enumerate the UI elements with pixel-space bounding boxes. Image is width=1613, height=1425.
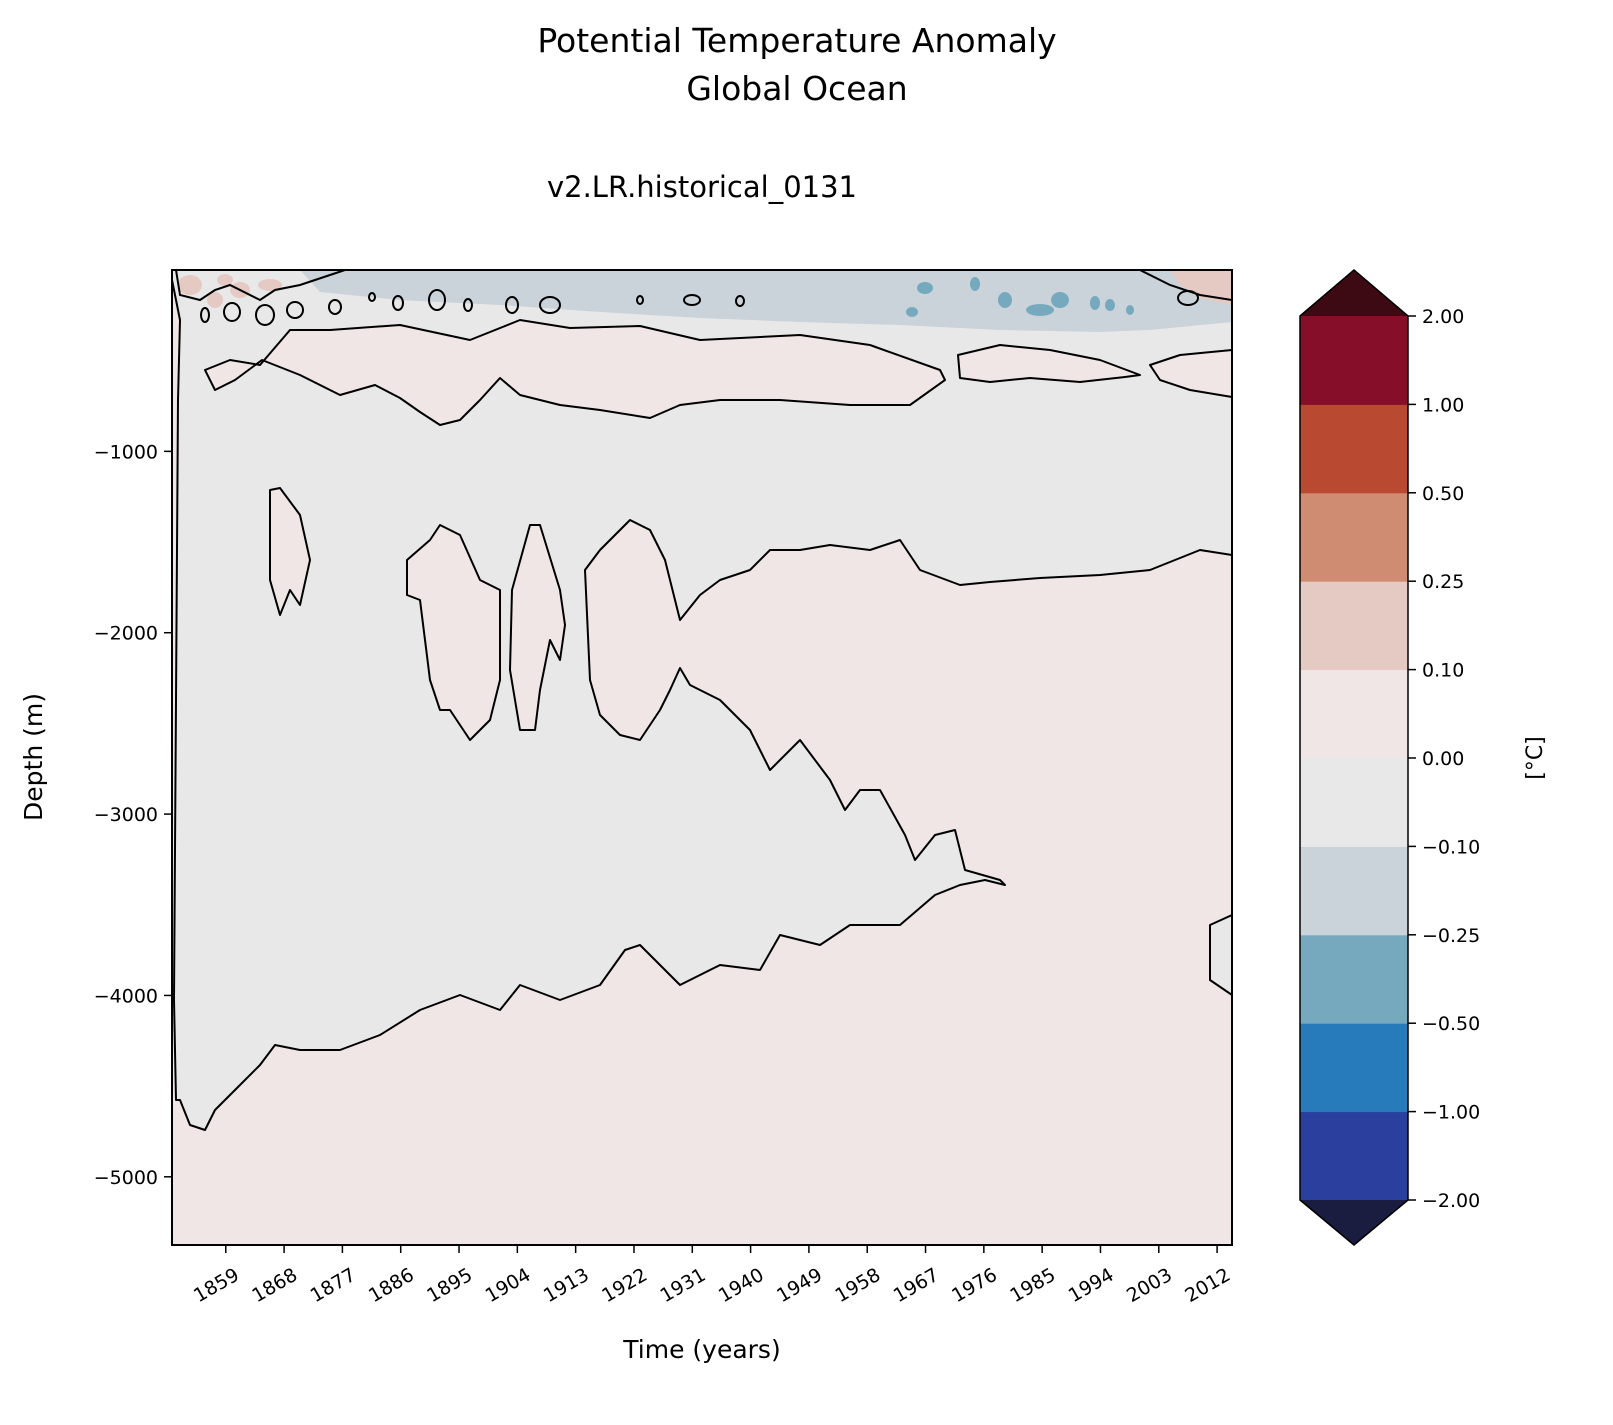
contour-loop [505, 296, 519, 314]
colorbar-swatch [1300, 1023, 1408, 1113]
contour-loop [392, 295, 404, 311]
region-positive-contour [1149, 349, 1232, 398]
contour-loop [200, 307, 210, 323]
region-surface-cooling [300, 270, 1232, 332]
x-tick-label: 1931 [657, 1264, 710, 1307]
x-tick-label: 1859 [190, 1264, 243, 1307]
x-tick-label: 1967 [890, 1264, 943, 1307]
x-tick-label: 2003 [1123, 1264, 1176, 1307]
y-tick-label: −4000 [94, 985, 158, 1007]
y-tick-label: −2000 [94, 623, 158, 645]
colorbar-swatch [1300, 1111, 1408, 1201]
y-axis: −1000 −2000 −3000 −4000 −5000 [94, 441, 172, 1189]
plot-frame [171, 269, 1233, 1246]
region-surface-cooling-strong [1105, 299, 1115, 311]
contour-loop [255, 304, 275, 326]
region-surface-cooling-strong [917, 282, 933, 294]
x-tick-label: 1895 [423, 1264, 476, 1307]
contour-loop [428, 289, 446, 311]
contour-line [175, 270, 346, 302]
colorbar-tick-label: 1.00 [1422, 394, 1464, 416]
region-surface-cooling-strong [970, 277, 980, 291]
colorbar-swatch [1300, 934, 1408, 1024]
x-tick-label: 1877 [307, 1264, 360, 1307]
colorbar-tick-label: −2.00 [1422, 1190, 1480, 1212]
y-tick-label: −5000 [94, 1167, 158, 1189]
x-tick-label: 1922 [598, 1264, 651, 1307]
colorbar-swatch [1300, 846, 1408, 936]
x-tick-label: 1994 [1065, 1264, 1118, 1307]
colorbar-swatch [1300, 492, 1408, 582]
region-surface-cooling-strong [1051, 292, 1069, 308]
region-surface-cooling-strong [1090, 296, 1100, 310]
colorbar-label: [°C] [1523, 736, 1548, 780]
x-axis-label: Time (years) [622, 1335, 780, 1364]
contour-loop [223, 302, 241, 322]
contour-loop [328, 299, 342, 315]
contour-loop [463, 298, 473, 312]
region-positive-contour [957, 344, 1141, 383]
colorbar-swatch [1300, 316, 1408, 405]
chart-title-line2: Global Ocean [686, 69, 907, 108]
region-surface-cooling-strong [906, 307, 918, 317]
colorbar-extend-under [1300, 1200, 1408, 1245]
contour-loop [636, 295, 644, 305]
region-surface-cooling-strong [1126, 305, 1134, 315]
colorbar-tick-label: 2.00 [1422, 306, 1464, 328]
colorbar-tick-label: −0.10 [1422, 836, 1480, 858]
x-tick-label: 1940 [715, 1264, 768, 1307]
region-positive-contour [204, 319, 946, 426]
chart-subtitle: v2.LR.historical_0131 [547, 170, 857, 204]
colorbar-swatch [1300, 669, 1408, 759]
y-tick-label: −3000 [94, 804, 158, 826]
colorbar-tick-label: 0.00 [1422, 748, 1464, 770]
x-axis: 1859 1868 1877 1886 1895 1904 1913 1922 1931 1940… [190, 1245, 1234, 1307]
colorbar-swatch [1300, 581, 1408, 671]
x-tick-label: 1868 [248, 1264, 301, 1307]
x-tick-label: 1976 [948, 1264, 1001, 1307]
region-surface-warming [178, 275, 202, 295]
region-surface-warming [207, 292, 223, 308]
x-tick-label: 1958 [831, 1264, 884, 1307]
x-tick-label: 1913 [540, 1264, 593, 1307]
colorbar: −2.00 −1.00 −0.50 −0.25 −0.10 0.00 0.10 0.25 0.5… [1299, 269, 1480, 1246]
contour-loop [368, 292, 376, 302]
colorbar-tick-label: 0.10 [1422, 660, 1464, 682]
colorbar-tick-label: 0.50 [1422, 483, 1464, 505]
x-tick-label: 1985 [1006, 1264, 1059, 1307]
contour-loop [539, 296, 561, 314]
y-tick-label: −1000 [94, 441, 158, 463]
colorbar-tick-label: −1.00 [1422, 1102, 1480, 1124]
colorbar-tick-label: −0.50 [1422, 1013, 1480, 1035]
region-positive-contour [172, 279, 1232, 1245]
y-axis-label: Depth (m) [19, 693, 48, 821]
chart-title: Potential Temperature Anomaly [537, 21, 1056, 60]
x-tick-label: 1904 [482, 1264, 535, 1307]
region-surface-warming [1170, 270, 1232, 305]
region-surface-cooling-strong [998, 292, 1012, 308]
plot-area [172, 270, 1232, 1245]
contour-loop [286, 301, 304, 319]
colorbar-extend-over [1300, 270, 1408, 316]
contour-line [1139, 270, 1232, 301]
region-surface-cooling-strong [1026, 304, 1054, 316]
x-tick-label: 1949 [773, 1264, 826, 1307]
contour-loop [735, 295, 745, 307]
region-positive-contour [406, 524, 501, 741]
contour-loop [683, 294, 701, 306]
colorbar-tick-label: 0.25 [1422, 571, 1464, 593]
region-surface-warming [217, 274, 233, 286]
colorbar-swatch [1300, 758, 1408, 847]
x-tick-label: 2012 [1181, 1264, 1234, 1307]
colorbar-tick-label: −0.25 [1422, 925, 1480, 947]
x-tick-label: 1886 [365, 1264, 418, 1307]
region-positive-contour [269, 487, 311, 616]
colorbar-swatch [1300, 404, 1408, 494]
region-positive-contour [509, 524, 566, 731]
region-surface-warming [258, 279, 282, 291]
